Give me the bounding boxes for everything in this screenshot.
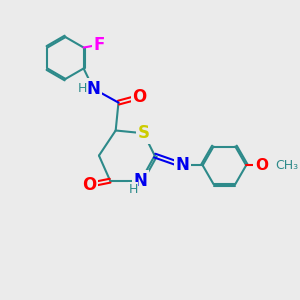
Text: H: H — [78, 82, 88, 95]
Text: O: O — [82, 176, 96, 194]
Text: N: N — [134, 172, 148, 190]
Text: O: O — [255, 158, 268, 173]
Text: N: N — [86, 80, 100, 98]
Text: F: F — [93, 36, 105, 54]
Text: H: H — [128, 183, 138, 196]
Text: S: S — [138, 124, 150, 142]
Text: N: N — [176, 156, 190, 174]
Text: O: O — [132, 88, 146, 106]
Text: CH₃: CH₃ — [275, 159, 298, 172]
